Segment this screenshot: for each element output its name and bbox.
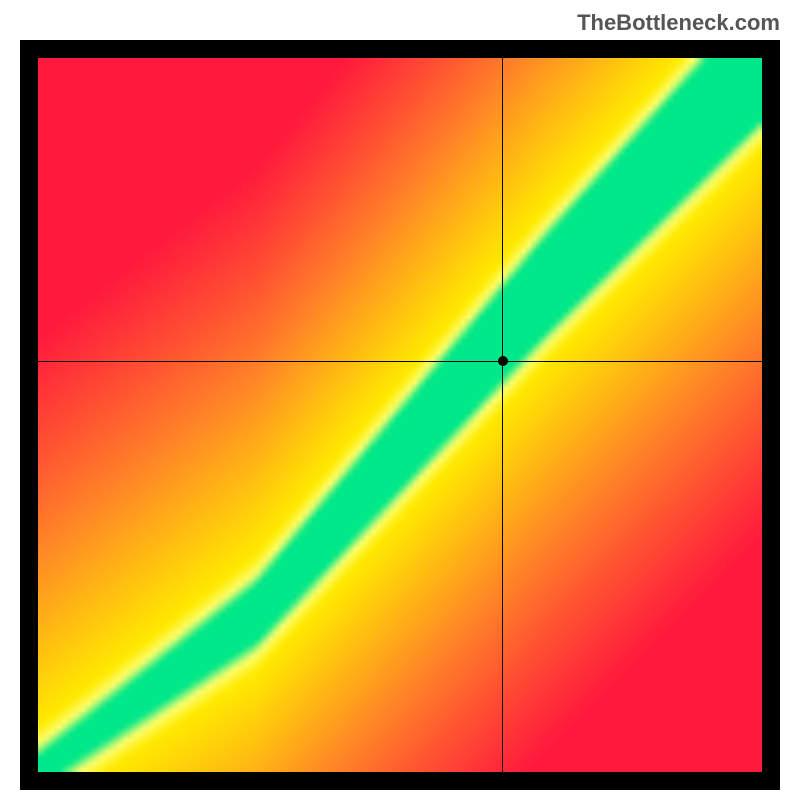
- plot-area: [38, 58, 762, 772]
- crosshair-vertical: [502, 58, 503, 772]
- heatmap-canvas: [38, 58, 762, 772]
- watermark-text: TheBottleneck.com: [577, 10, 780, 36]
- chart-container: TheBottleneck.com: [0, 0, 800, 800]
- data-point-marker: [498, 356, 508, 366]
- chart-frame: [20, 40, 780, 790]
- crosshair-horizontal: [38, 361, 762, 362]
